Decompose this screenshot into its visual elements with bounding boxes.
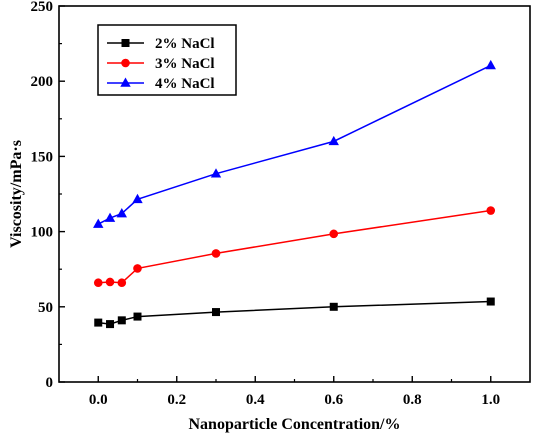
- plot-frame: [58, 5, 531, 383]
- y-tick-label: 200: [31, 74, 54, 90]
- legend-marker: [121, 58, 130, 68]
- series-1: [93, 206, 496, 288]
- y-tick-label: 100: [31, 225, 54, 241]
- legend-label: 3% NaCl: [155, 56, 215, 72]
- x-tick-label: 0.0: [89, 392, 108, 408]
- legend-label: 4% NaCl: [155, 76, 215, 92]
- data-point: [94, 318, 103, 327]
- x-tick-label: 0.6: [324, 392, 343, 408]
- y-axis-title: Viscosity/mPa·s: [8, 140, 25, 248]
- data-point: [133, 264, 142, 273]
- legend-item: 3% NaCl: [107, 56, 215, 72]
- y-tick-label: 250: [31, 0, 54, 15]
- data-point: [117, 316, 126, 325]
- x-tick-label: 0.4: [246, 392, 265, 408]
- data-point: [106, 320, 115, 329]
- data-point: [117, 278, 127, 288]
- y-tick-label: 150: [31, 149, 54, 165]
- data-point: [116, 208, 127, 218]
- x-axis-title: Nanoparticle Concentration/%: [189, 416, 401, 433]
- data-point: [132, 193, 143, 204]
- legend-marker: [120, 77, 131, 87]
- data-point: [210, 168, 222, 178]
- data-point: [133, 312, 142, 321]
- x-tick-label: 0.2: [167, 392, 186, 408]
- x-tick-label: 1.0: [481, 392, 500, 408]
- tick-layer: 0.0 0.2 0.4 0.6 0.8 1.0 0 50 100 150 200 250: [31, 0, 501, 408]
- y-tick-label: 0: [46, 375, 54, 391]
- data-point: [105, 277, 115, 287]
- data-point: [485, 59, 496, 70]
- legend-label: 2% NaCl: [155, 36, 215, 52]
- data-point: [93, 218, 104, 228]
- data-point: [329, 302, 338, 311]
- series-layer: [93, 59, 496, 329]
- data-point: [211, 249, 221, 258]
- data-point: [93, 278, 103, 288]
- legend-item: 2% NaCl: [107, 36, 215, 52]
- data-point: [486, 297, 495, 306]
- x-tick-label: 0.8: [403, 392, 422, 408]
- series-line: [98, 300, 491, 325]
- data-point: [104, 212, 116, 222]
- series-0: [94, 297, 495, 329]
- data-point: [328, 135, 339, 146]
- data-point: [486, 206, 496, 215]
- y-tick-label: 50: [38, 300, 53, 316]
- legend-marker: [121, 39, 130, 47]
- data-point: [212, 308, 220, 317]
- legend-item: 4% NaCl: [107, 76, 215, 92]
- legend: 2% NaCl 3% NaCl 4% NaCl: [97, 24, 237, 96]
- data-point: [329, 229, 339, 239]
- series-line: [98, 209, 491, 284]
- series-2: [93, 59, 496, 228]
